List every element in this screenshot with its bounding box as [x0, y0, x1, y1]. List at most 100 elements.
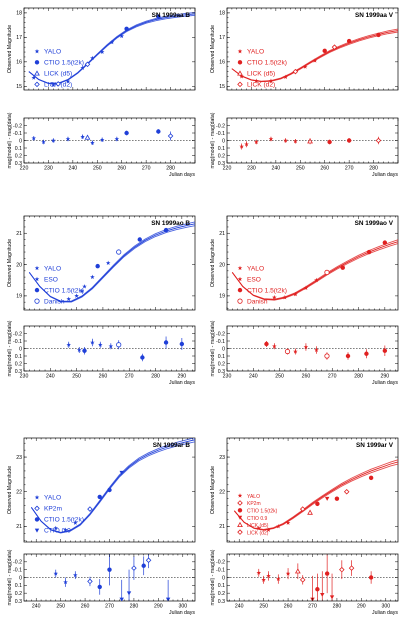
- legend: YALO CTIO 1.5(t2k) LICK (d5) LICK (d2): [34, 49, 84, 89]
- x-tick-label: 270: [125, 374, 134, 380]
- data-point: [107, 567, 112, 572]
- x-tick-label: 250: [93, 166, 102, 172]
- legend-marker: [34, 70, 40, 76]
- legend-marker: [237, 48, 243, 54]
- y-tick-label: -0.1: [13, 339, 22, 345]
- data-point: [364, 351, 369, 356]
- x-tick-label: 240: [249, 374, 258, 380]
- panel-frame: [23, 215, 196, 311]
- y-tick-label: 21: [16, 524, 22, 530]
- data-point: [239, 144, 244, 149]
- legend-label: CTIO 1.5(t2k): [44, 287, 84, 294]
- data-point: [53, 571, 59, 576]
- x-tick-label: 260: [117, 166, 126, 172]
- data-point: [141, 563, 146, 568]
- x-tick-label: 260: [81, 604, 90, 610]
- x-tick-label: 230: [20, 374, 29, 380]
- y-tick-label: 0.2: [218, 361, 225, 367]
- legend-marker: [237, 276, 243, 282]
- data-point: [87, 506, 93, 512]
- x-tick-label: 290: [381, 374, 390, 380]
- data-point: [79, 288, 85, 294]
- data-point: [254, 78, 259, 83]
- y-tick-label: 0: [222, 138, 225, 144]
- y-axis-label: mag(model) - mag(data): [7, 549, 13, 605]
- x-axis-label: Julian days: [169, 172, 195, 178]
- y-tick-label: 0.3: [15, 161, 22, 167]
- data-point: [348, 565, 355, 571]
- y-tick-label: 19: [219, 294, 225, 300]
- y-tick-label: 0.3: [218, 161, 225, 167]
- legend-marker: [34, 265, 40, 271]
- data-point: [82, 284, 87, 289]
- x-tick-label: 260: [99, 374, 108, 380]
- data-point: [320, 592, 325, 597]
- data-point: [315, 501, 320, 507]
- legend-label: CTIO 1.5(t2k): [44, 517, 84, 524]
- plot-area: [28, 221, 195, 303]
- data-point: [41, 139, 46, 144]
- data-point: [266, 527, 271, 532]
- data-point: [66, 342, 72, 347]
- data-point: [90, 140, 95, 145]
- y-tick-label: 16: [219, 60, 225, 66]
- panel-title: SN 1999ar V: [356, 442, 394, 449]
- y-axis-label: Observed Magnitude: [210, 25, 216, 73]
- panel-title: SN 1999ao V: [355, 220, 394, 227]
- y-tick-label: 23: [219, 455, 225, 461]
- data-point: [90, 55, 95, 61]
- y-axis-label: Observed Magnitude: [7, 239, 13, 287]
- data-point: [167, 133, 174, 139]
- data-point: [276, 576, 281, 582]
- panel-title: SN 1999aa V: [355, 12, 394, 19]
- data-point: [156, 14, 161, 19]
- x-tick-label: 240: [235, 604, 244, 610]
- x-tick-label: 240: [69, 166, 78, 172]
- legend-label: ESO: [247, 276, 261, 283]
- data-point: [131, 565, 137, 571]
- legend-label: LICK (d2): [44, 82, 72, 89]
- data-point: [51, 138, 56, 143]
- data-point: [382, 240, 388, 245]
- y-tick-label: 0.1: [218, 146, 225, 152]
- data-point: [261, 577, 266, 582]
- data-point: [283, 138, 288, 143]
- data-point: [324, 269, 330, 275]
- legend-label: YALO: [247, 494, 260, 500]
- data-point: [299, 577, 306, 583]
- data-point: [73, 572, 78, 578]
- data-point: [303, 344, 309, 349]
- data-point: [114, 136, 120, 141]
- data-point: [156, 129, 161, 134]
- data-point: [314, 277, 319, 283]
- panel-title: SN 1999ao B: [151, 220, 190, 227]
- y-tick-label: -0.1: [13, 131, 22, 137]
- y-tick-label: 17: [16, 35, 22, 41]
- data-point: [95, 263, 100, 269]
- y-tick-label: 0: [19, 346, 22, 352]
- data-point: [293, 349, 298, 354]
- legend-label: YALO: [44, 49, 61, 56]
- y-axis-label: mag(model) - mag(data): [210, 549, 216, 605]
- data-point: [307, 509, 313, 515]
- x-tick-label: 250: [296, 166, 305, 172]
- x-axis-label: Julian days: [372, 172, 398, 178]
- data-point: [334, 496, 340, 501]
- legend-marker: [237, 521, 243, 528]
- y-tick-label: 21: [16, 231, 22, 237]
- plot-area: [28, 11, 195, 88]
- y-tick-label: 20: [219, 262, 225, 268]
- data-point: [53, 525, 59, 531]
- data-point: [345, 353, 351, 359]
- x-axis-label: Julian days: [169, 380, 195, 386]
- data-point: [294, 568, 301, 574]
- legend-label: CTIO 1.5(t2k): [247, 287, 287, 294]
- legend-label: Danish: [247, 298, 268, 305]
- legend-marker: [237, 287, 243, 293]
- data-point: [346, 38, 352, 44]
- legend-label: ESO: [44, 276, 58, 283]
- data-point: [272, 343, 277, 349]
- y-tick-label: 0: [19, 138, 22, 144]
- legend-marker: [34, 287, 40, 293]
